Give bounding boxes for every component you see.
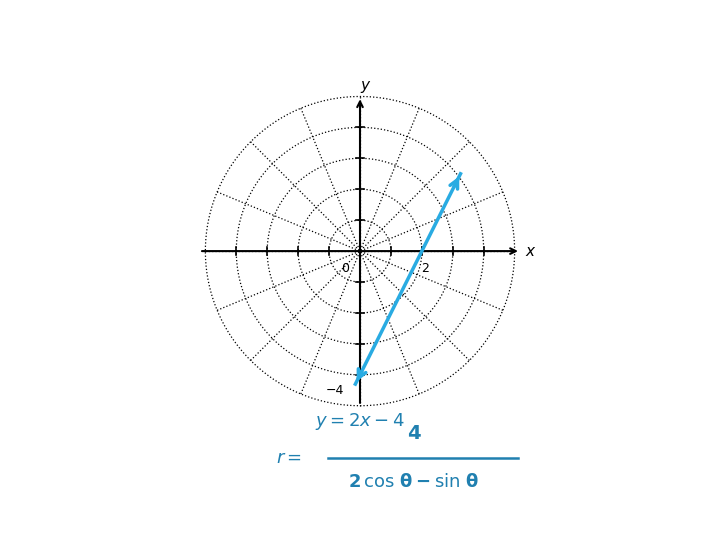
Text: 8.5: 8.5 bbox=[22, 22, 48, 37]
Text: 2: 2 bbox=[421, 262, 429, 275]
Text: Equations of Lines and Circles: Equations of Lines and Circles bbox=[195, 53, 525, 72]
Text: Example 3  Examining Polar and Rectangular: Example 3 Examining Polar and Rectangula… bbox=[61, 22, 554, 41]
Text: −4: −4 bbox=[326, 384, 345, 397]
Text: ALWAYS LEARNING: ALWAYS LEARNING bbox=[14, 516, 117, 525]
Text: (cont.): (cont.) bbox=[608, 58, 661, 72]
Text: $\mathbf{4}$: $\mathbf{4}$ bbox=[407, 424, 421, 443]
Text: 54: 54 bbox=[677, 513, 698, 528]
Text: y: y bbox=[360, 78, 369, 93]
Text: PEARSON: PEARSON bbox=[576, 511, 672, 530]
Text: $\mathbf{2\,\cos\,\theta - \sin\,\theta}$: $\mathbf{2\,\cos\,\theta - \sin\,\theta}… bbox=[348, 473, 480, 491]
Text: x: x bbox=[526, 244, 534, 259]
Text: Copyright © 2013, 2009, 2005 Pearson Education, Inc.: Copyright © 2013, 2009, 2005 Pearson Edu… bbox=[217, 516, 503, 525]
Text: 0: 0 bbox=[341, 262, 349, 275]
Text: $y = 2x - 4$: $y = 2x - 4$ bbox=[315, 411, 405, 432]
Text: $r =$: $r =$ bbox=[276, 449, 302, 467]
